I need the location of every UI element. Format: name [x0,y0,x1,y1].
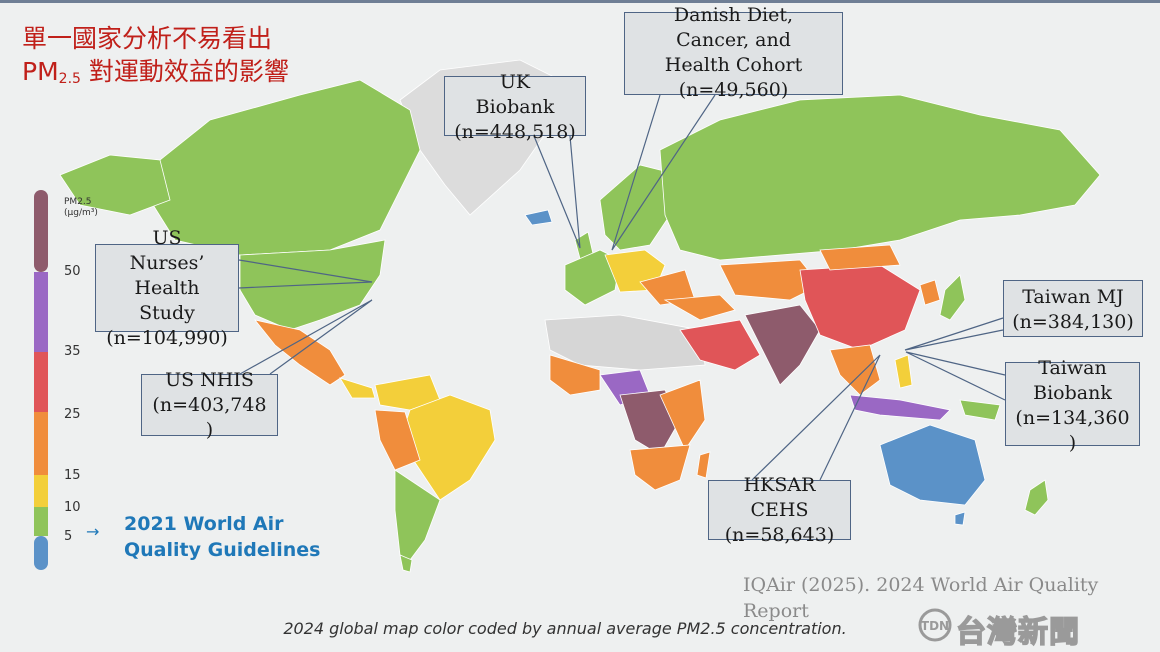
region-tasmania [954,511,966,526]
callout-uk-biobank-box [444,76,586,136]
region-indonesia [849,394,951,421]
region-mongolia [819,244,901,271]
region-south-asia [744,304,821,386]
region-madagascar [696,451,711,479]
legend-color-segment [34,412,48,475]
region-sahel-west [549,354,601,396]
legend-tick: 35 [64,344,81,359]
source-citation: IQAir (2025). 2024 World Air Quality Rep… [743,574,1099,622]
leader-danish [611,94,716,251]
region-peru-bolivia [374,409,421,471]
legend-color-segment [34,475,48,507]
slide-title: 單一國家分析不易看出 PM2.5 對運動效益的影響 [22,22,289,96]
region-korea-japan [919,279,941,306]
legend-tick: 10 [64,500,81,515]
region-canada [149,79,421,256]
callout-taiwan-mj: Taiwan MJ (n=384,130) [1012,286,1134,333]
leader-hksar [751,354,881,481]
callout-taiwan-mj-box [1003,280,1143,337]
legend-tick: 25 [64,407,81,422]
callout-taiwan-biobank-box [1005,362,1140,446]
leader-taiwan-mj [904,317,1004,351]
region-southeast-asia [829,344,881,396]
who-guideline-label: 2021 World Air Quality Guidelines [124,513,321,561]
region-europe-west [564,249,621,306]
callout-danish: Danish Diet, Cancer, and Health Cohort (… [664,4,803,101]
legend-color-segment [34,536,48,570]
region-china [799,264,921,351]
pm25-color-scale [34,190,48,570]
leader-uk-biobank [533,135,581,249]
region-north-africa [544,314,706,371]
legend-color-segment [34,507,48,536]
callout-hksar: HKSAR CEHS (n=58,643) [724,474,835,546]
region-iceland [524,209,553,226]
arrow-right-icon: → [86,522,100,541]
region-new-zealand [1024,479,1049,516]
legend-color-segment [34,352,48,412]
callout-uk-biobank: UK Biobank (n=448,518) [454,71,576,143]
callout-danish-box [624,12,843,95]
tdn-badge-icon: TDN [918,608,952,642]
callout-us-nhis-box [141,374,278,436]
logo-text: 台灣新聞 [955,614,1080,651]
callout-taiwan-biobank: Taiwan Biobank (n=134,360 ) [1015,357,1130,454]
legend-color-segment [34,190,48,272]
map-caption: 2024 global map color coded by annual av… [283,619,847,638]
callout-us-nhis: US NHIS (n=403,748 ) [152,369,267,441]
title-line-1: 單一國家分析不易看出 [22,24,273,53]
region-russia [659,94,1101,261]
region-east-africa [659,379,706,451]
region-new-guinea [959,399,1001,421]
legend-tick: 5 [64,529,73,544]
region-central-america [339,377,376,399]
region-australia [879,424,986,506]
callout-us-nurses-box [95,244,239,332]
callout-hksar-box [708,480,851,540]
title-line-2: PM2.5 對運動效益的影響 [22,57,289,87]
region-middle-east [679,319,761,371]
callout-us-nurses: US Nurses’ Health Study (n=104,990) [106,227,228,349]
tdn-logo: TDN 台灣新聞 [918,606,1154,651]
legend-color-segment [34,272,48,352]
region-alaska [59,154,171,216]
legend-tick: 50 [64,264,81,279]
leader-us-nurses [238,259,373,289]
leader-taiwan-biobank [905,351,1006,401]
legend-title: PM2.5 (μg/m³) [64,197,98,218]
region-patagonia [399,554,413,573]
legend-tick: 15 [64,468,81,483]
region-japan [939,274,966,321]
region-southern-africa [629,444,691,491]
region-turkey-caucasus [663,294,736,321]
svg-text:TDN: TDN [921,619,949,633]
region-philippines [894,354,913,389]
leader-us-nhis [239,299,373,375]
